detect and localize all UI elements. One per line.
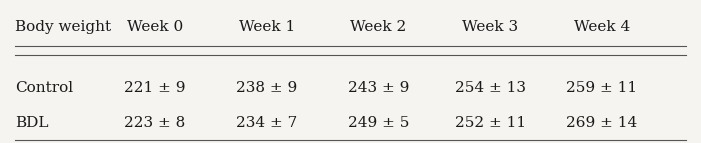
Text: Week 3: Week 3 [462, 20, 518, 34]
Text: Body weight: Body weight [15, 20, 111, 34]
Text: Week 0: Week 0 [127, 20, 183, 34]
Text: BDL: BDL [15, 116, 49, 130]
Text: 254 ± 13: 254 ± 13 [455, 81, 526, 95]
Text: 269 ± 14: 269 ± 14 [566, 116, 637, 130]
Text: Week 1: Week 1 [238, 20, 295, 34]
Text: 234 ± 7: 234 ± 7 [236, 116, 297, 130]
Text: 249 ± 5: 249 ± 5 [348, 116, 409, 130]
Text: 221 ± 9: 221 ± 9 [124, 81, 186, 95]
Text: 252 ± 11: 252 ± 11 [454, 116, 526, 130]
Text: 243 ± 9: 243 ± 9 [348, 81, 409, 95]
Text: 259 ± 11: 259 ± 11 [566, 81, 637, 95]
Text: 223 ± 8: 223 ± 8 [124, 116, 186, 130]
Text: Control: Control [15, 81, 74, 95]
Text: Week 2: Week 2 [350, 20, 407, 34]
Text: 238 ± 9: 238 ± 9 [236, 81, 297, 95]
Text: Week 4: Week 4 [573, 20, 630, 34]
